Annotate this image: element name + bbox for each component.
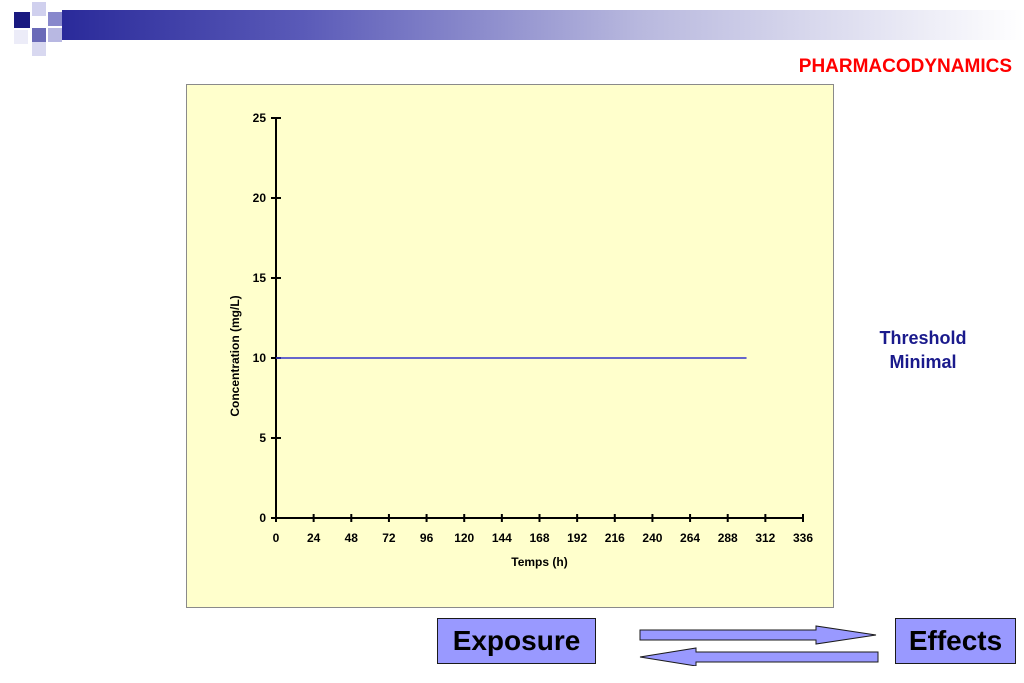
x-tick-label: 144 xyxy=(492,531,512,545)
header-gradient-bar xyxy=(62,10,1024,40)
y-tick-label: 5 xyxy=(259,431,266,445)
effects-box: Effects xyxy=(895,618,1016,664)
x-tick-label: 24 xyxy=(307,531,321,545)
x-tick-label: 96 xyxy=(420,531,434,545)
x-tick-label: 0 xyxy=(273,531,280,545)
y-tick-label: 10 xyxy=(253,351,267,365)
x-tick-label: 192 xyxy=(567,531,587,545)
x-tick-label: 264 xyxy=(680,531,700,545)
bidirectional-arrows xyxy=(639,625,879,666)
x-tick-label: 240 xyxy=(642,531,662,545)
y-tick-label: 25 xyxy=(253,111,267,125)
threshold-label-line2: Minimal xyxy=(889,352,957,372)
threshold-label: Threshold Minimal xyxy=(856,326,990,374)
x-tick-label: 336 xyxy=(793,531,813,545)
x-axis-label: Temps (h) xyxy=(511,555,567,569)
y-tick-label: 0 xyxy=(259,511,266,525)
y-tick-label: 20 xyxy=(253,191,267,205)
left-arrow-icon xyxy=(639,647,879,666)
threshold-label-line1: Threshold xyxy=(879,328,967,348)
chart-area: 0 5 10 15 20 25 0 24 48 72 96 120 144 168 192 216 240 264… xyxy=(186,84,834,608)
exposure-box: Exposure xyxy=(437,618,596,664)
y-axis-label: Concentration (mg/L) xyxy=(228,295,242,416)
x-tick-label: 120 xyxy=(454,531,474,545)
slide-title: PHARMACODYNAMICS xyxy=(798,56,1012,77)
y-tick-label: 15 xyxy=(253,271,267,285)
x-tick-label: 312 xyxy=(755,531,775,545)
x-tick-label: 48 xyxy=(345,531,359,545)
decorative-squares xyxy=(0,0,80,60)
concentration-chart: 0 5 10 15 20 25 0 24 48 72 96 120 144 168 192 216 240 264… xyxy=(228,111,813,569)
x-tick-label: 168 xyxy=(529,531,549,545)
x-tick-label: 216 xyxy=(605,531,625,545)
x-tick-label: 72 xyxy=(382,531,396,545)
x-tick-label: 288 xyxy=(718,531,738,545)
right-arrow-icon xyxy=(639,625,877,645)
